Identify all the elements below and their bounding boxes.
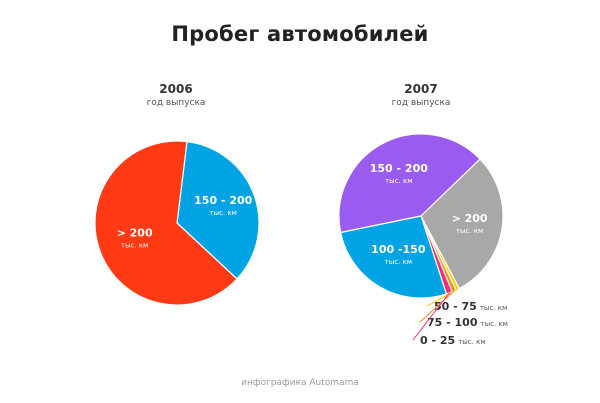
chart-2006-subtitle: год выпуска [146, 98, 206, 108]
pie-2007-label-3-unit: тыс. км [481, 320, 508, 328]
chart-title: Пробег автомобилей [171, 22, 429, 46]
pie-2007-slice-5 [339, 215, 448, 299]
chart-2006-header: 2006 год выпуска [96, 82, 256, 108]
pie-2007-label-0-unit: тыс. км [385, 177, 412, 185]
pie-2006-slice-1 [94, 140, 238, 306]
pie-2007-label-1-value: > 200 [452, 212, 488, 225]
pie-2006-label-0: 150 - 200 тыс. км [194, 194, 252, 217]
pie-2007-label-5-unit: тыс. км [385, 258, 412, 266]
pie-2007-label-4-unit: тыс. км [458, 338, 485, 346]
pie-2007-leader-4 [412, 292, 450, 341]
pie-2007-label-0: 150 - 200 тыс. км [370, 162, 428, 185]
pie-2007-label-1: > 200 тыс. км [452, 212, 488, 235]
pie-2007-label-4-value: 0 - 25 тыс. км [420, 334, 486, 347]
chart-2007-subtitle: год выпуска [391, 98, 451, 108]
pie-2007-label-3-value: 75 - 100 тыс. км [427, 316, 508, 329]
chart-2007-year: 2007 [404, 82, 438, 96]
pie-2006-label-1: > 200 тыс. км [117, 226, 153, 249]
chart-2006-year: 2006 [159, 82, 193, 96]
pie-2006-slice-0 [176, 140, 260, 280]
chart-2007-header: 2007 год выпуска [341, 82, 501, 108]
pie-2007-slice-1 [420, 158, 504, 290]
pie-2007-label-2-unit: тыс. км [480, 304, 507, 312]
pie-2007-label-5: 100 -150 тыс. км [371, 243, 426, 266]
pie-2007-leader-3 [419, 290, 455, 323]
pie-2007-label-1-unit: тыс. км [456, 227, 483, 235]
pie-2007-label-2-value: 50 - 75 тыс. км [434, 300, 507, 313]
pie-2007-label-2: 50 - 75 тыс. км [434, 300, 507, 313]
pie-2007-label-3: 75 - 100 тыс. км [427, 316, 508, 329]
pie-2007-slice-0 [338, 133, 481, 234]
pie-2007-label-0-value: 150 - 200 [370, 162, 428, 175]
pie-2006-label-1-unit: тыс. км [121, 241, 148, 249]
pie-2006-label-0-unit: тыс. км [210, 209, 237, 217]
pie-2007-label-4: 0 - 25 тыс. км [420, 334, 486, 347]
footer-credit: инфографика Automama [241, 378, 359, 388]
pie-2006-label-0-value: 150 - 200 [194, 194, 252, 207]
pie-2006-label-1-value: > 200 [117, 226, 153, 239]
pie-2007-label-5-value: 100 -150 [371, 243, 426, 256]
